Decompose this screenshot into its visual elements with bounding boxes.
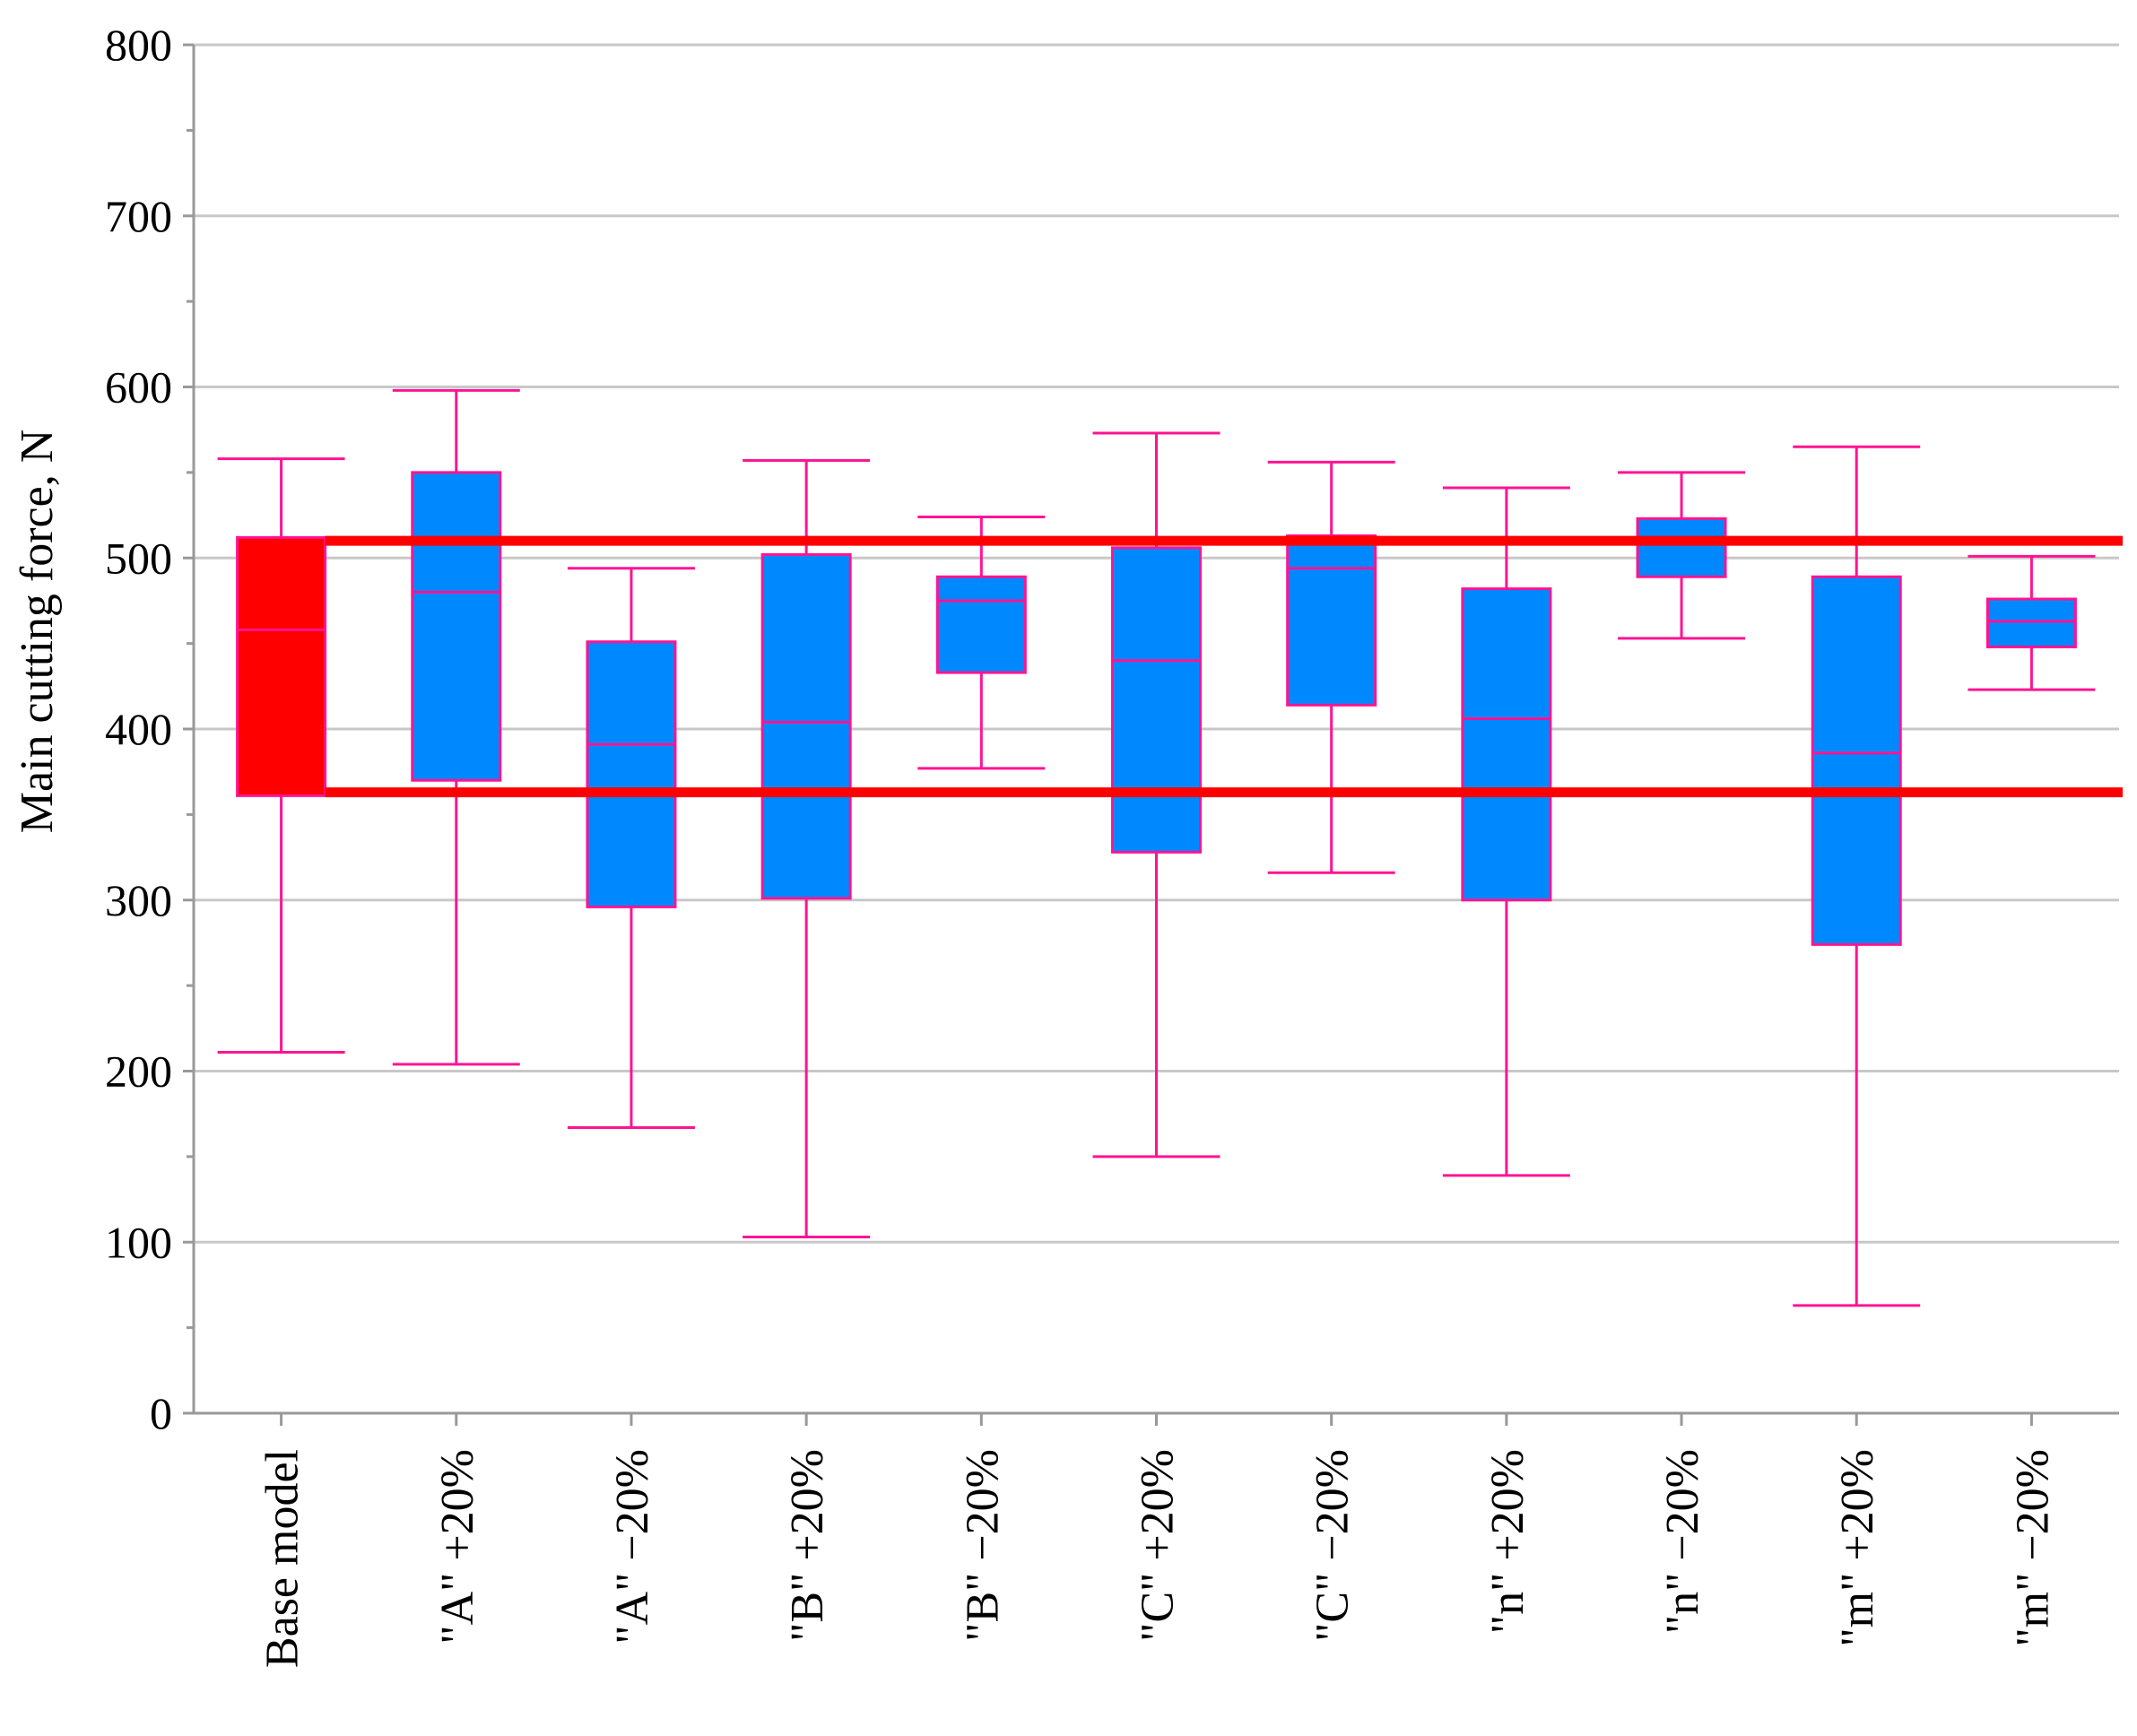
- y-tick-label: 0: [150, 1388, 172, 1438]
- x-category-label: "m" +20%: [1832, 1449, 1883, 1647]
- box-iqr: [1286, 534, 1377, 707]
- box-iqr: [1985, 597, 2077, 648]
- box-iqr: [1111, 546, 1202, 854]
- x-category-label: "C" +20%: [1133, 1449, 1184, 1642]
- box-iqr: [586, 640, 677, 908]
- box-layer: [217, 388, 2096, 1307]
- box-iqr: [760, 552, 852, 900]
- y-tick-label: 800: [105, 20, 172, 70]
- x-category-label: "C" −20%: [1307, 1449, 1359, 1642]
- y-tick-label: 400: [105, 704, 172, 754]
- box-iqr: [236, 535, 327, 797]
- y-tick-label: 200: [105, 1046, 172, 1097]
- x-category-label: "n" −20%: [1657, 1449, 1708, 1634]
- y-tick-label: 500: [105, 533, 172, 583]
- y-tick-label: 600: [105, 362, 172, 412]
- x-category-label: "A" +20%: [432, 1449, 483, 1645]
- axis-layer: [183, 43, 2119, 1426]
- x-category-label: "A" −20%: [607, 1449, 658, 1645]
- box-iqr: [1636, 516, 1727, 578]
- x-category-label: Base model: [257, 1449, 308, 1668]
- box-iqr: [1461, 587, 1552, 902]
- x-category-label: "n" +20%: [1482, 1449, 1533, 1634]
- x-category-label: "B" +20%: [782, 1449, 833, 1642]
- label-layer: 0 100 200 300 400 500 600 700 800 Base model "A" +…: [105, 20, 2058, 1668]
- y-tick-label: 300: [105, 875, 172, 925]
- x-category-label: "m" −20%: [2007, 1449, 2058, 1647]
- y-axis-title: Main cutting force, N: [12, 430, 63, 834]
- x-category-label: "B" −20%: [957, 1449, 1008, 1642]
- reference-lines: [325, 535, 2123, 798]
- y-tick-label: 700: [105, 191, 172, 241]
- box-iqr: [1811, 575, 1902, 946]
- box-iqr: [411, 471, 502, 782]
- box-iqr: [935, 575, 1027, 674]
- y-tick-label: 100: [105, 1217, 172, 1267]
